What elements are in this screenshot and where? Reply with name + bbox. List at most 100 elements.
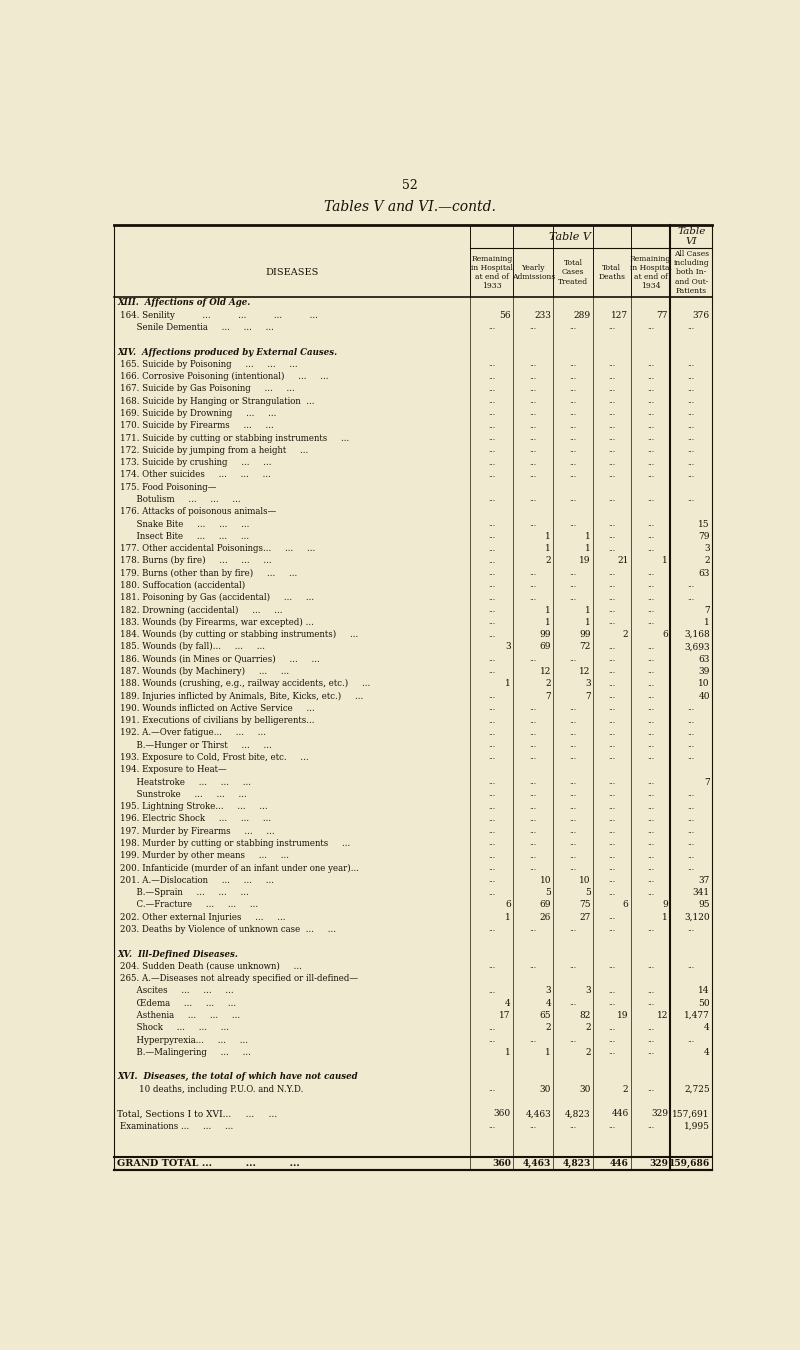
Text: 7: 7	[585, 691, 590, 701]
Text: 190. Wounds inflicted on Active Service     ...: 190. Wounds inflicted on Active Service …	[120, 703, 315, 713]
Text: ...: ...	[570, 520, 577, 528]
Text: ...: ...	[608, 618, 615, 626]
Text: 12: 12	[657, 1011, 668, 1021]
Text: 1: 1	[546, 618, 551, 626]
Text: ...: ...	[688, 471, 695, 479]
Text: ...: ...	[647, 594, 654, 602]
Text: ...: ...	[608, 594, 615, 602]
Text: ...: ...	[570, 435, 577, 441]
Text: ...: ...	[530, 729, 537, 737]
Text: ...: ...	[688, 864, 695, 872]
Text: 446: 446	[611, 1110, 629, 1118]
Text: Snake Bite     ...     ...     ...: Snake Bite ... ... ...	[120, 520, 250, 529]
Text: 159,686: 159,686	[669, 1160, 710, 1168]
Text: 4: 4	[505, 999, 510, 1007]
Text: ...: ...	[570, 1035, 577, 1044]
Text: ...: ...	[608, 582, 615, 590]
Text: ...: ...	[530, 435, 537, 441]
Text: ...: ...	[608, 544, 615, 552]
Text: ...: ...	[530, 963, 537, 971]
Text: ...: ...	[608, 987, 615, 995]
Text: Total
Deaths: Total Deaths	[598, 263, 626, 281]
Text: ...: ...	[688, 324, 695, 332]
Text: 167. Suicide by Gas Poisoning     ...     ...: 167. Suicide by Gas Poisoning ... ...	[120, 385, 295, 393]
Text: ...: ...	[608, 360, 615, 369]
Text: XIII.  Affections of Old Age.: XIII. Affections of Old Age.	[117, 298, 250, 308]
Text: ...: ...	[570, 852, 577, 860]
Text: 19: 19	[617, 1011, 629, 1021]
Text: ...: ...	[530, 520, 537, 528]
Text: 198. Murder by cutting or stabbing instruments     ...: 198. Murder by cutting or stabbing instr…	[120, 838, 350, 848]
Text: ...: ...	[570, 840, 577, 848]
Text: XVI.  Diseases, the total of which have not caused: XVI. Diseases, the total of which have n…	[117, 1072, 358, 1081]
Text: ...: ...	[570, 655, 577, 663]
Text: ...: ...	[608, 790, 615, 798]
Text: ...: ...	[530, 864, 537, 872]
Text: 165. Suicide by Poisoning     ...     ...     ...: 165. Suicide by Poisoning ... ... ...	[120, 360, 298, 369]
Text: 1: 1	[546, 1048, 551, 1057]
Text: 180. Suffocation (accidental): 180. Suffocation (accidental)	[120, 580, 246, 590]
Text: Ascites     ...     ...     ...: Ascites ... ... ...	[120, 987, 234, 995]
Text: ...: ...	[608, 1023, 615, 1031]
Text: ...: ...	[688, 1035, 695, 1044]
Text: 200. Infanticide (murder of an infant under one year)...: 200. Infanticide (murder of an infant un…	[120, 864, 359, 872]
Text: 193. Exposure to Cold, Frost bite, etc.     ...: 193. Exposure to Cold, Frost bite, etc. …	[120, 753, 309, 761]
Text: ...: ...	[488, 630, 495, 639]
Text: ...: ...	[530, 582, 537, 590]
Text: ...: ...	[608, 1049, 615, 1056]
Text: ...: ...	[688, 840, 695, 848]
Text: ...: ...	[488, 544, 495, 552]
Text: 3: 3	[505, 643, 510, 652]
Text: ...: ...	[488, 963, 495, 971]
Text: 201. A.—Dislocation     ...     ...     ...: 201. A.—Dislocation ... ... ...	[120, 876, 274, 884]
Text: ...: ...	[688, 705, 695, 713]
Text: ...: ...	[570, 963, 577, 971]
Text: ...: ...	[647, 570, 654, 578]
Text: ...: ...	[608, 667, 615, 675]
Text: 3: 3	[704, 544, 710, 554]
Text: ...: ...	[488, 385, 495, 393]
Text: 164. Senility          ...          ...          ...          ...: 164. Senility ... ... ... ...	[120, 310, 318, 320]
Text: ...: ...	[647, 852, 654, 860]
Text: 192. A.—Over fatigue...     ...     ...: 192. A.—Over fatigue... ... ...	[120, 729, 266, 737]
Text: ...: ...	[570, 324, 577, 332]
Text: ...: ...	[570, 828, 577, 836]
Text: 2: 2	[546, 556, 551, 566]
Text: ...: ...	[488, 471, 495, 479]
Text: ...: ...	[688, 828, 695, 836]
Text: Examinations ...     ...     ...: Examinations ... ... ...	[120, 1122, 234, 1130]
Text: ...: ...	[488, 618, 495, 626]
Text: ...: ...	[488, 1122, 495, 1130]
Text: ...: ...	[688, 803, 695, 810]
Text: 184. Wounds (by cutting or stabbing instruments)     ...: 184. Wounds (by cutting or stabbing inst…	[120, 630, 358, 639]
Text: Tables V and VI.—contd.: Tables V and VI.—contd.	[324, 200, 496, 213]
Text: ...: ...	[570, 778, 577, 786]
Text: 2: 2	[585, 1048, 590, 1057]
Text: ...: ...	[530, 778, 537, 786]
Text: 30: 30	[579, 1084, 590, 1094]
Text: ...: ...	[647, 778, 654, 786]
Text: ...: ...	[608, 643, 615, 651]
Text: 289: 289	[574, 310, 590, 320]
Text: ...: ...	[570, 594, 577, 602]
Text: ...: ...	[570, 790, 577, 798]
Text: 65: 65	[539, 1011, 551, 1021]
Text: ...: ...	[530, 397, 537, 405]
Text: 1: 1	[546, 544, 551, 554]
Text: 2: 2	[623, 1084, 629, 1094]
Text: 1: 1	[585, 544, 590, 554]
Text: ...: ...	[608, 421, 615, 429]
Text: 189. Injuries inflicted by Animals, Bite, Kicks, etc.)     ...: 189. Injuries inflicted by Animals, Bite…	[120, 691, 363, 701]
Text: ...: ...	[570, 421, 577, 429]
Text: ...: ...	[570, 447, 577, 455]
Text: 63: 63	[698, 655, 710, 664]
Text: 95: 95	[698, 900, 710, 910]
Text: 172. Suicide by jumping from a height     ...: 172. Suicide by jumping from a height ..…	[120, 446, 308, 455]
Text: 169. Suicide by Drowning     ...     ...: 169. Suicide by Drowning ... ...	[120, 409, 277, 418]
Text: ...: ...	[488, 655, 495, 663]
Text: ...: ...	[530, 1035, 537, 1044]
Text: ...: ...	[530, 360, 537, 369]
Text: 174. Other suicides     ...     ...     ...: 174. Other suicides ... ... ...	[120, 470, 271, 479]
Text: ...: ...	[647, 864, 654, 872]
Text: ...: ...	[608, 324, 615, 332]
